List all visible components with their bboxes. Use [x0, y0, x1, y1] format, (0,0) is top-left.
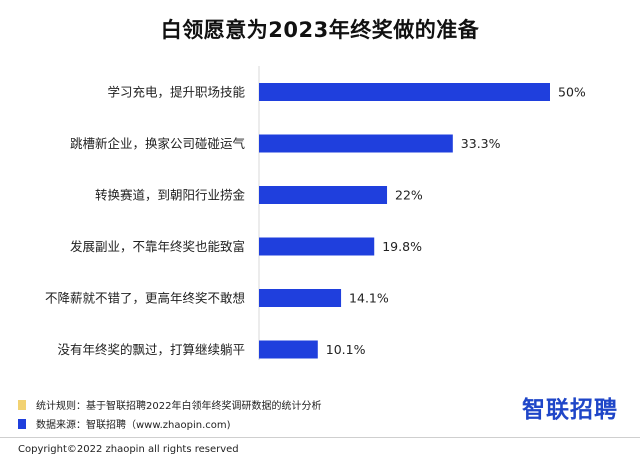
- value-label: 14.1%: [349, 291, 389, 306]
- bar: [259, 186, 388, 204]
- zhaopin-logo: 智联招聘: [522, 397, 618, 423]
- data-source-text: 数据来源：智联招聘（www.zhaopin.com): [36, 420, 231, 431]
- chart-title: 白领愿意为2023年终奖做的准备: [160, 18, 480, 42]
- category-label: 跳槽新企业，换家公司碰碰运气: [70, 136, 246, 151]
- value-label: 22%: [395, 188, 423, 203]
- data-source-note: 数据来源：智联招聘（www.zhaopin.com): [18, 416, 231, 431]
- category-label: 学习充电，提升职场技能: [107, 85, 245, 100]
- value-label: 50%: [558, 85, 586, 100]
- footer-divider: [0, 437, 640, 438]
- value-label: 33.3%: [461, 136, 501, 151]
- value-label: 10.1%: [326, 342, 366, 357]
- bar: [259, 289, 342, 307]
- copyright-text: Copyright©2022 zhaopin all rights reserv…: [18, 444, 239, 455]
- value-label: 19.8%: [382, 239, 422, 254]
- bar-chart: 学习充电，提升职场技能 50% 跳槽新企业，换家公司碰碰运气 33.3% 转换赛道，到朝…: [45, 66, 586, 360]
- category-label: 发展副业，不靠年终奖也能致富: [70, 239, 245, 254]
- bar: [259, 340, 318, 359]
- bar: [259, 237, 375, 256]
- category-label: 不降薪就不错了，更高年终奖不敢想: [45, 291, 245, 306]
- category-label: 没有年终奖的飘过，打算继续躺平: [57, 342, 245, 357]
- category-label: 转换赛道，到朝阳行业捞金: [95, 188, 246, 203]
- yellow-swatch-icon: [18, 399, 26, 410]
- statistics-rule-note: 统计规则：基于智联招聘2022年白领年终奖调研数据的统计分析: [18, 397, 321, 412]
- bar: [259, 83, 550, 101]
- blue-swatch-icon: [18, 418, 26, 429]
- bar: [259, 134, 453, 153]
- statistics-rule-text: 统计规则：基于智联招聘2022年白领年终奖调研数据的统计分析: [36, 401, 322, 412]
